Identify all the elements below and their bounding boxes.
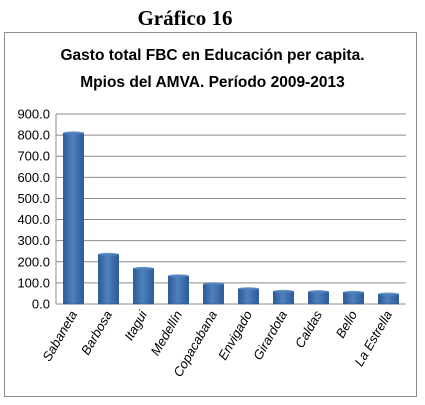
bar-cap: [98, 252, 119, 256]
chart-title-line-1: Gasto total FBC en Educación per capita.: [60, 47, 365, 64]
bar: [273, 291, 294, 305]
x-tick-label: Barbosa: [78, 308, 115, 357]
bar-cap: [308, 290, 329, 294]
bar: [168, 275, 189, 305]
bar-cap: [378, 292, 399, 296]
y-tick-label: 0.0: [32, 297, 50, 312]
bar-cap: [203, 282, 224, 286]
y-tick-label: 900.0: [17, 107, 50, 122]
x-tick-label: Caldas: [292, 308, 325, 351]
x-tick-label: Envigado: [215, 308, 255, 362]
bar-cap: [273, 289, 294, 293]
bar-cap: [168, 274, 189, 278]
bar-cap: [343, 290, 364, 294]
bar: [343, 292, 364, 305]
y-tick-label: 800.0: [17, 128, 50, 143]
bar: [203, 283, 224, 305]
figure-heading: Gráfico 16: [137, 6, 233, 30]
bars: [63, 131, 399, 305]
bar-cap: [133, 266, 154, 271]
x-tick-label: Girardota: [250, 308, 290, 362]
x-tick-label: Sabaneta: [39, 308, 80, 364]
y-tick-label: 200.0: [17, 254, 50, 269]
y-tick-labels: 0.0 100.0 200.0 300.0 400.0 500.0 600.0 700.0 80…: [17, 107, 50, 312]
y-tick-label: 300.0: [17, 233, 50, 248]
y-tick-label: 700.0: [17, 149, 50, 164]
bar-cap: [63, 131, 84, 135]
x-tick-label: Medellín: [148, 308, 186, 358]
y-tick-label: 100.0: [17, 275, 50, 290]
bar: [98, 254, 119, 305]
y-tick-label: 400.0: [17, 212, 50, 227]
y-tick-label: 500.0: [17, 191, 50, 206]
bar: [238, 288, 259, 305]
y-tick-label: 600.0: [17, 170, 50, 185]
chart-title-line-2: Mpios del AMVA. Período 2009-2013: [80, 74, 345, 91]
x-tick-label: Itagui: [121, 307, 150, 343]
bar: [133, 268, 154, 305]
bar: [63, 132, 84, 305]
bar-cap: [238, 287, 259, 291]
bar: [308, 291, 329, 305]
x-tick-label: Bello: [333, 308, 360, 341]
